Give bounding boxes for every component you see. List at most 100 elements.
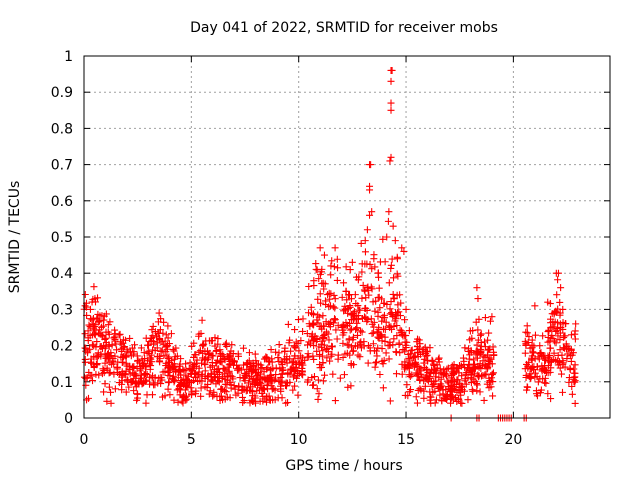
data-point bbox=[420, 394, 428, 402]
data-point bbox=[95, 371, 103, 379]
data-point bbox=[544, 352, 552, 360]
data-point bbox=[439, 369, 447, 377]
data-point bbox=[326, 323, 334, 331]
data-point bbox=[156, 335, 164, 343]
data-point bbox=[333, 335, 341, 343]
data-point bbox=[296, 359, 304, 367]
data-point bbox=[453, 376, 461, 384]
data-point bbox=[426, 344, 434, 352]
data-point bbox=[370, 255, 378, 263]
data-point bbox=[142, 370, 150, 378]
data-point bbox=[481, 338, 489, 346]
data-point bbox=[325, 336, 333, 344]
data-point bbox=[156, 326, 164, 334]
data-point bbox=[170, 378, 178, 386]
data-point bbox=[421, 382, 429, 390]
data-point bbox=[547, 395, 555, 403]
data-point bbox=[525, 333, 533, 341]
data-point bbox=[536, 342, 544, 350]
data-point bbox=[327, 271, 335, 279]
data-point bbox=[547, 357, 555, 365]
data-point bbox=[305, 309, 313, 317]
data-point bbox=[481, 353, 489, 361]
data-point bbox=[369, 340, 377, 348]
data-point bbox=[448, 362, 456, 370]
data-point bbox=[289, 386, 297, 394]
data-point bbox=[348, 325, 356, 333]
data-point bbox=[185, 378, 193, 386]
data-point bbox=[349, 316, 357, 324]
data-point bbox=[481, 343, 489, 351]
data-point bbox=[234, 352, 242, 360]
data-point bbox=[367, 283, 375, 291]
data-point bbox=[386, 338, 394, 346]
data-point bbox=[370, 347, 378, 355]
data-point bbox=[426, 396, 434, 404]
data-point bbox=[390, 335, 398, 343]
data-point bbox=[527, 374, 535, 382]
data-point bbox=[160, 351, 168, 359]
data-point bbox=[453, 397, 461, 405]
data-point bbox=[571, 335, 579, 343]
data-point bbox=[89, 377, 97, 385]
data-point bbox=[568, 390, 576, 398]
data-point bbox=[332, 326, 340, 334]
data-point bbox=[338, 293, 346, 301]
data-point bbox=[319, 312, 327, 320]
data-point bbox=[346, 326, 354, 334]
data-point bbox=[561, 344, 569, 352]
data-point bbox=[113, 346, 121, 354]
data-point bbox=[546, 337, 554, 345]
data-point bbox=[420, 387, 428, 395]
data-point bbox=[259, 385, 267, 393]
data-point bbox=[532, 369, 540, 377]
data-point bbox=[469, 387, 477, 395]
data-point bbox=[455, 369, 463, 377]
data-point bbox=[327, 352, 335, 360]
data-point bbox=[468, 334, 476, 342]
data-point bbox=[477, 330, 485, 338]
data-point bbox=[213, 367, 221, 375]
data-point bbox=[138, 362, 146, 370]
data-point bbox=[551, 356, 559, 364]
data-point bbox=[554, 269, 562, 277]
data-point bbox=[547, 324, 555, 332]
data-point bbox=[221, 356, 229, 364]
data-point bbox=[428, 366, 436, 374]
data-point bbox=[243, 360, 251, 368]
data-point bbox=[559, 359, 567, 367]
data-point bbox=[277, 373, 285, 381]
data-point bbox=[158, 346, 166, 354]
data-point bbox=[265, 358, 273, 366]
data-point bbox=[246, 364, 254, 372]
data-point bbox=[178, 377, 186, 385]
x-tick-label: 20 bbox=[504, 432, 522, 448]
data-point bbox=[372, 358, 380, 366]
data-point bbox=[170, 396, 178, 404]
data-point bbox=[398, 327, 406, 335]
data-point bbox=[371, 363, 379, 371]
x-axis-label: GPS time / hours bbox=[285, 458, 402, 474]
data-point bbox=[174, 398, 182, 406]
data-point bbox=[394, 301, 402, 309]
data-point bbox=[289, 373, 297, 381]
data-point bbox=[436, 391, 444, 399]
data-point bbox=[551, 318, 559, 326]
data-point bbox=[489, 369, 497, 377]
data-point bbox=[149, 322, 157, 330]
data-point bbox=[383, 300, 391, 308]
data-point bbox=[357, 341, 365, 349]
data-point bbox=[316, 290, 324, 298]
data-point bbox=[349, 333, 357, 341]
data-point bbox=[225, 367, 233, 375]
data-point bbox=[566, 364, 574, 372]
data-point bbox=[198, 359, 206, 367]
data-point bbox=[455, 361, 463, 369]
data-point bbox=[361, 304, 369, 312]
data-point bbox=[272, 348, 280, 356]
data-point bbox=[429, 381, 437, 389]
data-point bbox=[308, 333, 316, 341]
data-point bbox=[487, 355, 495, 363]
data-point bbox=[552, 327, 560, 335]
data-point bbox=[528, 344, 536, 352]
